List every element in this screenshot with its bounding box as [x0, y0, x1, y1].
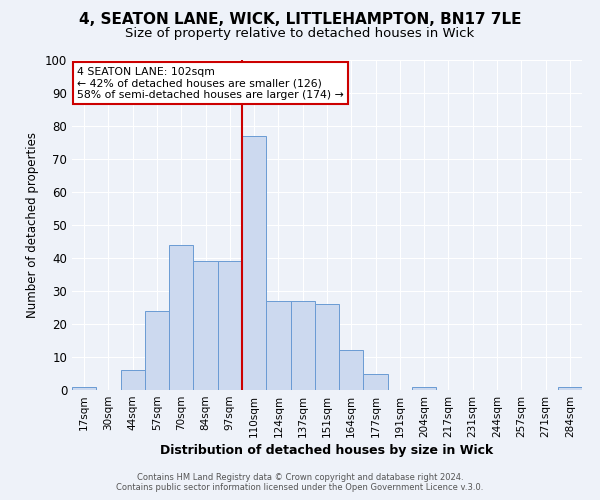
- Bar: [121, 370, 145, 390]
- Text: 4 SEATON LANE: 102sqm
← 42% of detached houses are smaller (126)
58% of semi-det: 4 SEATON LANE: 102sqm ← 42% of detached …: [77, 66, 344, 100]
- Bar: [290, 301, 315, 390]
- Bar: [218, 262, 242, 390]
- Text: Size of property relative to detached houses in Wick: Size of property relative to detached ho…: [125, 28, 475, 40]
- Bar: [558, 386, 582, 390]
- Bar: [72, 386, 96, 390]
- X-axis label: Distribution of detached houses by size in Wick: Distribution of detached houses by size …: [160, 444, 494, 457]
- Bar: [266, 301, 290, 390]
- Bar: [169, 245, 193, 390]
- Bar: [315, 304, 339, 390]
- Bar: [242, 136, 266, 390]
- Bar: [193, 262, 218, 390]
- Text: 4, SEATON LANE, WICK, LITTLEHAMPTON, BN17 7LE: 4, SEATON LANE, WICK, LITTLEHAMPTON, BN1…: [79, 12, 521, 28]
- Bar: [339, 350, 364, 390]
- Y-axis label: Number of detached properties: Number of detached properties: [26, 132, 40, 318]
- Text: Contains HM Land Registry data © Crown copyright and database right 2024.
Contai: Contains HM Land Registry data © Crown c…: [116, 473, 484, 492]
- Bar: [364, 374, 388, 390]
- Bar: [412, 386, 436, 390]
- Bar: [145, 311, 169, 390]
